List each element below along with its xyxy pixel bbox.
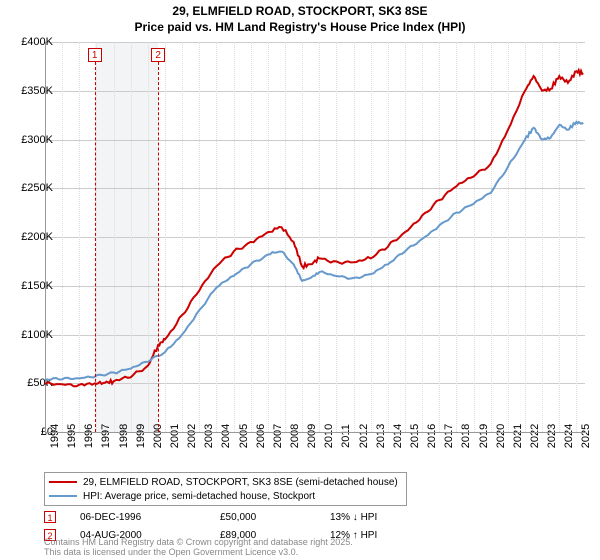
legend-item-price-paid: 29, ELMFIELD ROAD, STOCKPORT, SK3 8SE (s… — [49, 475, 398, 489]
sale-price-1: £50,000 — [220, 512, 330, 523]
series-line-hpi — [45, 122, 583, 380]
title-line-1: 29, ELMFIELD ROAD, STOCKPORT, SK3 8SE — [172, 4, 427, 18]
legend-swatch-price-paid — [49, 481, 77, 483]
sale-row-1: 1 06-DEC-1996 £50,000 13% ↓ HPI — [44, 508, 430, 526]
chart-title: 29, ELMFIELD ROAD, STOCKPORT, SK3 8SE Pr… — [0, 0, 600, 35]
legend-swatch-hpi — [49, 495, 77, 497]
attribution-text: Contains HM Land Registry data © Crown c… — [44, 538, 353, 558]
chart-sale-marker-1: 1 — [88, 48, 102, 62]
line-series-svg — [45, 42, 585, 432]
chart-sale-vline-2 — [158, 62, 159, 432]
legend: 29, ELMFIELD ROAD, STOCKPORT, SK3 8SE (s… — [44, 472, 407, 506]
sale-date-1: 06-DEC-1996 — [80, 512, 220, 523]
chart-sale-marker-2: 2 — [151, 48, 165, 62]
chart-container: 29, ELMFIELD ROAD, STOCKPORT, SK3 8SE Pr… — [0, 0, 600, 560]
sale-marker-1: 1 — [44, 511, 56, 523]
attribution-line-2: This data is licensed under the Open Gov… — [44, 547, 298, 557]
series-line-price_paid — [45, 70, 583, 386]
legend-label-hpi: HPI: Average price, semi-detached house,… — [83, 491, 315, 502]
attribution-line-1: Contains HM Land Registry data © Crown c… — [44, 537, 353, 547]
sale-diff-1: 13% ↓ HPI — [330, 512, 430, 523]
chart-sale-vline-1 — [95, 62, 96, 432]
legend-label-price-paid: 29, ELMFIELD ROAD, STOCKPORT, SK3 8SE (s… — [83, 477, 398, 488]
title-line-2: Price paid vs. HM Land Registry's House … — [135, 20, 466, 34]
legend-item-hpi: HPI: Average price, semi-detached house,… — [49, 489, 398, 503]
